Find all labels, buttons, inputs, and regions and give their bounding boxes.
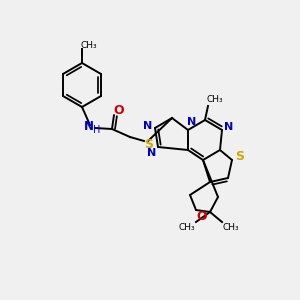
Text: S: S <box>236 151 244 164</box>
Text: S: S <box>145 139 154 152</box>
Text: H: H <box>93 125 101 135</box>
Text: CH₃: CH₃ <box>81 40 97 50</box>
Text: N: N <box>143 121 153 131</box>
Text: O: O <box>114 103 124 116</box>
Text: N: N <box>147 148 157 158</box>
Text: CH₃: CH₃ <box>207 95 223 104</box>
Text: O: O <box>197 209 207 223</box>
Text: N: N <box>84 119 94 133</box>
Text: CH₃: CH₃ <box>223 224 239 232</box>
Text: N: N <box>224 122 234 132</box>
Text: N: N <box>188 117 196 127</box>
Text: CH₃: CH₃ <box>179 224 195 232</box>
